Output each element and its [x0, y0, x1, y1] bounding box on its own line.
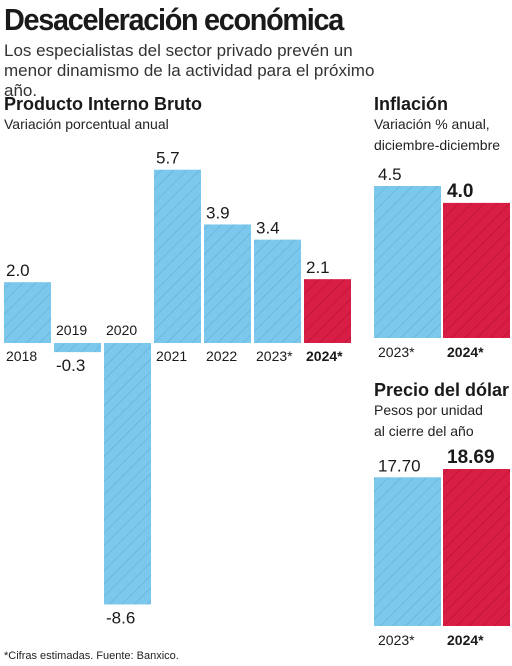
gdp-category-label-2022: 2022	[206, 348, 237, 364]
inflation-chart-category-label-2023*: 2023*	[378, 344, 415, 360]
gdp-value-label-2023*: 3.4	[256, 219, 280, 238]
dollar-chart-category-label-2024*: 2024*	[447, 632, 484, 648]
gdp-chart-title: Producto Interno Bruto	[4, 94, 202, 114]
dollar-chart-subtitle-line1: Pesos por unidad	[374, 402, 483, 418]
gdp-bar-2019	[54, 343, 101, 353]
gdp-bar-2020	[104, 343, 151, 605]
dollar-chart-bar-2024*	[443, 469, 510, 626]
gdp-value-label-2021: 5.7	[156, 149, 180, 168]
gdp-category-label-2018: 2018	[6, 348, 37, 364]
gdp-bar-2024*	[304, 279, 351, 343]
gdp-value-label-2022: 3.9	[206, 203, 230, 222]
inflation-chart: 4.5 2023* 4.0 2024*	[374, 165, 510, 360]
inflation-chart-value-label-2024*: 4.0	[447, 181, 473, 202]
inflation-chart-bar-2024*	[443, 202, 510, 338]
gdp-value-label-2019: -0.3	[56, 356, 85, 375]
gdp-category-label-2023*: 2023*	[256, 348, 293, 364]
dollar-chart-value-label-2024*: 18.69	[447, 447, 495, 468]
inflation-chart-subtitle-line1: Variación % anual,	[374, 116, 490, 132]
gdp-category-label-2020: 2020	[106, 322, 137, 338]
dollar-chart: 17.70 2023* 18.69 2024*	[374, 447, 510, 648]
gdp-bar-2022	[204, 224, 251, 343]
main-title: Desaceleración económica	[4, 2, 344, 37]
gdp-bar-2021	[154, 169, 201, 343]
dollar-chart-value-label-2023*: 17.70	[378, 456, 421, 475]
inflation-chart-category-label-2024*: 2024*	[447, 344, 484, 360]
gdp-chart: 2.0 2018 -0.3 2019 -8.6 2020 5.7 2021 3.9 2022 3.4…	[4, 149, 351, 627]
gdp-value-label-2024*: 2.1	[306, 258, 330, 277]
gdp-chart-subtitle: Variación porcentual anual	[4, 116, 169, 132]
gdp-value-label-2018: 2.0	[6, 261, 30, 280]
dollar-chart-category-label-2023*: 2023*	[378, 632, 415, 648]
inflation-chart-value-label-2023*: 4.5	[378, 165, 402, 184]
gdp-category-label-2019: 2019	[56, 322, 87, 338]
gdp-category-label-2024*: 2024*	[306, 348, 343, 364]
gdp-bar-2023*	[254, 239, 301, 343]
dollar-chart-subtitle-line2: al cierre del año	[374, 423, 474, 439]
gdp-bar-2018	[4, 282, 51, 343]
inflation-chart-bar-2023*	[374, 186, 441, 338]
dollar-chart-bar-2023*	[374, 477, 441, 626]
subtitle: Los especialistas del sector privado pre…	[4, 41, 375, 100]
gdp-value-label-2020: -8.6	[106, 608, 135, 627]
footnote: *Cifras estimadas. Fuente: Banxico.	[4, 650, 179, 662]
inflation-chart-title: Inflación	[374, 94, 449, 114]
inflation-chart-subtitle-line2: diciembre-diciembre	[374, 137, 501, 153]
gdp-category-label-2021: 2021	[156, 348, 187, 364]
dollar-chart-title: Precio del dólar	[374, 380, 510, 400]
